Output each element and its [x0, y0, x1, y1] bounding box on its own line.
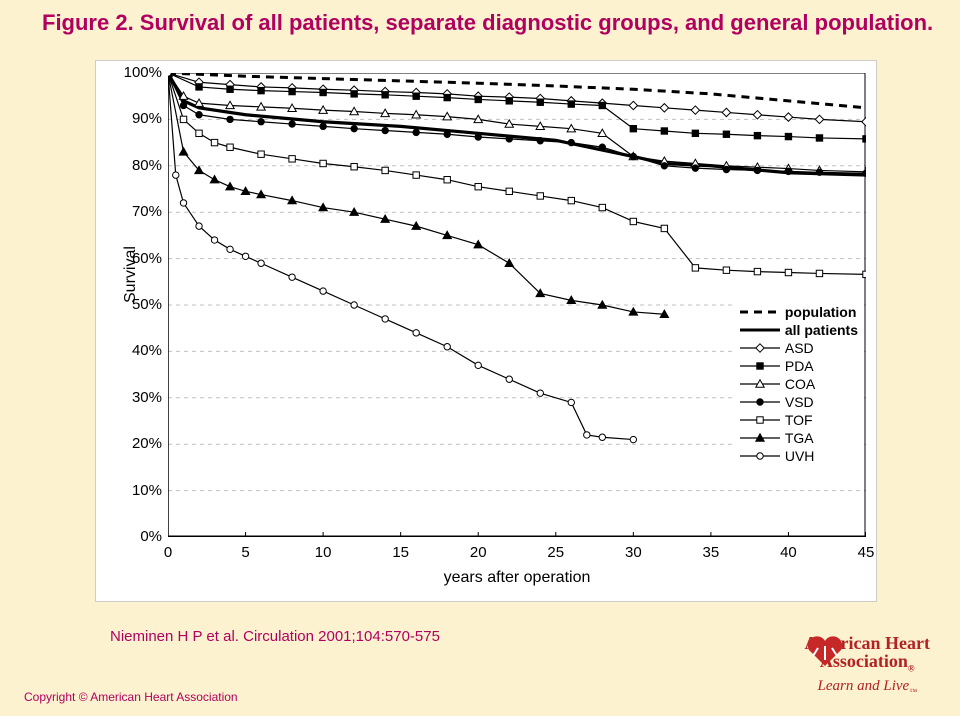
x-tick-label: 40	[780, 544, 797, 561]
y-tick-label: 0%	[118, 528, 162, 545]
y-tick-label: 100%	[118, 64, 162, 81]
y-tick-label: 50%	[118, 296, 162, 313]
legend-row: COA	[739, 375, 858, 393]
aha-logo-block: American Heart Association® Learn and Li…	[805, 634, 930, 696]
y-tick-label: 20%	[118, 435, 162, 452]
y-tick-label: 80%	[118, 157, 162, 174]
x-tick-label: 15	[392, 544, 409, 561]
legend-label: PDA	[785, 358, 814, 374]
legend-label: UVH	[785, 448, 815, 464]
x-tick-label: 30	[625, 544, 642, 561]
legend-row: TGA	[739, 429, 858, 447]
x-axis-label: years after operation	[168, 569, 866, 587]
chart-legend: population all patients ASD PDA COA VSD TOF TGA…	[735, 301, 862, 467]
x-tick-label: 35	[703, 544, 720, 561]
y-tick-label: 70%	[118, 203, 162, 220]
legend-row: all patients	[739, 321, 858, 339]
y-tick-label: 10%	[118, 482, 162, 499]
legend-row: UVH	[739, 447, 858, 465]
legend-row: VSD	[739, 393, 858, 411]
legend-label: VSD	[785, 394, 814, 410]
x-tick-label: 10	[315, 544, 332, 561]
figure-title: Figure 2. Survival of all patients, sepa…	[42, 10, 933, 36]
legend-row: ASD	[739, 339, 858, 357]
legend-row: population	[739, 303, 858, 321]
x-tick-label: 45	[858, 544, 875, 561]
legend-label: TOF	[785, 412, 813, 428]
x-tick-label: 5	[241, 544, 249, 561]
x-tick-label: 25	[547, 544, 564, 561]
survival-chart: Survival years after operation populatio…	[95, 60, 877, 602]
legend-row: TOF	[739, 411, 858, 429]
aha-tagline: Learn and Live	[818, 678, 910, 694]
legend-row: PDA	[739, 357, 858, 375]
x-tick-label: 0	[164, 544, 172, 561]
legend-label: COA	[785, 376, 815, 392]
legend-label: TGA	[785, 430, 814, 446]
y-tick-label: 60%	[118, 250, 162, 267]
legend-label: population	[785, 304, 857, 320]
legend-label: all patients	[785, 322, 858, 338]
y-tick-label: 40%	[118, 342, 162, 359]
citation-text: Nieminen H P et al. Circulation 2001;104…	[110, 628, 440, 645]
y-tick-label: 90%	[118, 110, 162, 127]
y-tick-label: 30%	[118, 389, 162, 406]
legend-label: ASD	[785, 340, 814, 356]
copyright-text: Copyright © American Heart Association	[24, 690, 238, 704]
x-tick-label: 20	[470, 544, 487, 561]
